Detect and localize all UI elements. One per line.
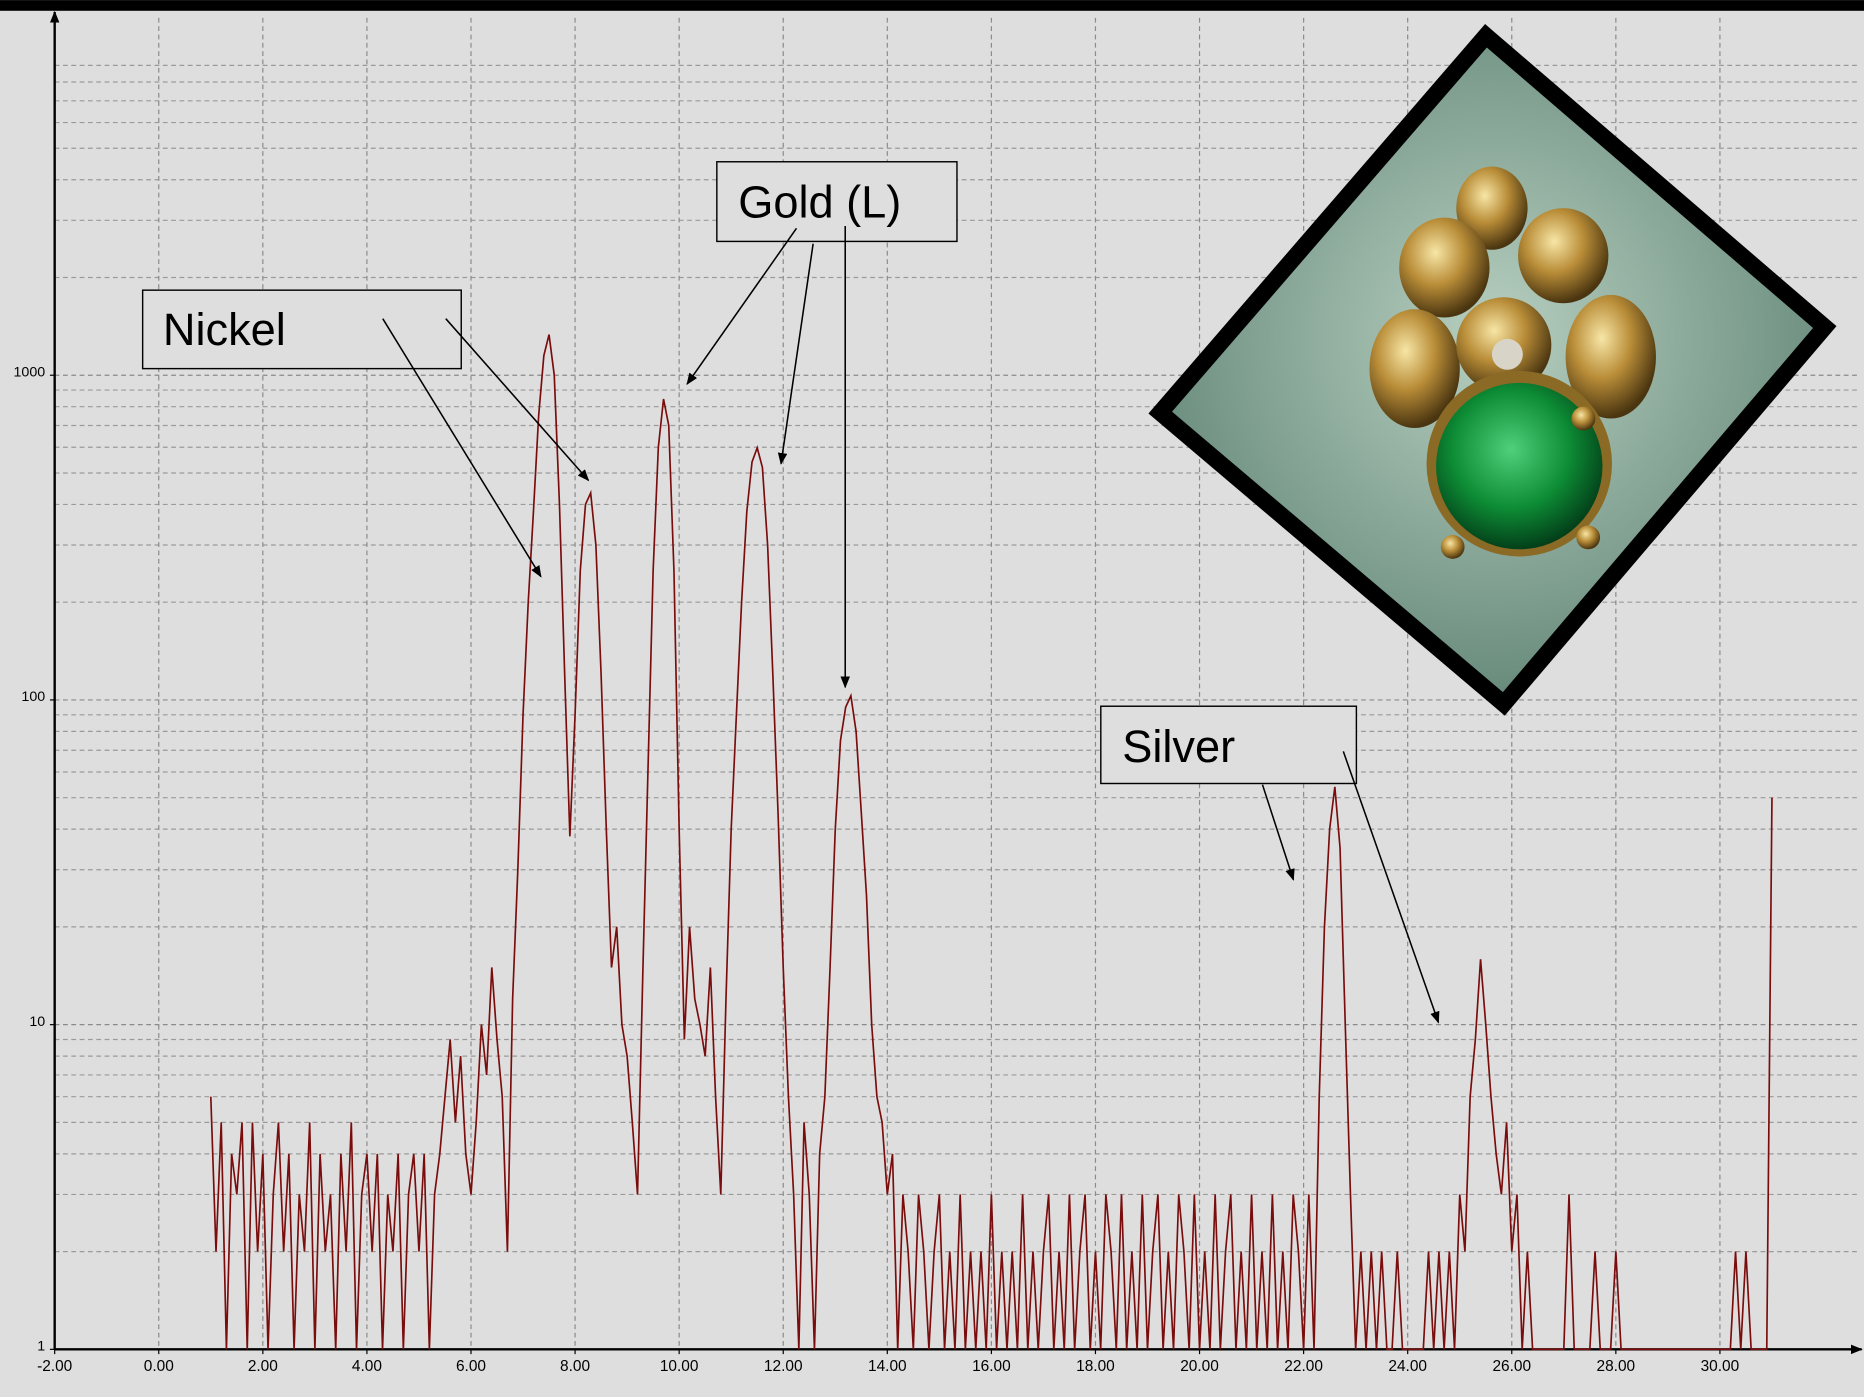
annotation-label: Silver: [1122, 721, 1235, 772]
sample-photo: [1148, 24, 1837, 716]
x-tick-label: 8.00: [560, 1358, 590, 1375]
x-tick-label: 6.00: [456, 1358, 486, 1375]
x-tick-label: 20.00: [1180, 1358, 1219, 1375]
annotation-label: Gold (L): [738, 177, 901, 228]
x-tick-label: 14.00: [868, 1358, 907, 1375]
annotation-arrow: [445, 318, 590, 482]
x-tick-label: 2.00: [248, 1358, 278, 1375]
annotation-box: [716, 161, 958, 243]
x-tick-label: 18.00: [1076, 1358, 1115, 1375]
x-tick-label: 12.00: [764, 1358, 803, 1375]
annotations: Nickel Gold (L) Silver: [141, 161, 1440, 1024]
y-tick-label: 10: [29, 1014, 45, 1030]
plot-area: 1 10 100 1000 -2.00 0.00 2.00 4.00 6.00 8.00 10.00…: [13, 10, 1863, 1375]
annotation-box: [1100, 705, 1358, 785]
annotation-arrow: [382, 318, 542, 578]
annotation-arrow: [777, 243, 814, 465]
x-tick-label: 26.00: [1492, 1358, 1531, 1375]
annotation-arrow: [1342, 751, 1440, 1024]
x-tick-label: 24.00: [1388, 1358, 1427, 1375]
y-tick-label: 1: [37, 1339, 45, 1355]
spectrum-line: [209, 334, 1773, 1351]
x-tick-label: 30.00: [1701, 1358, 1740, 1375]
y-tick-label: 1000: [13, 364, 45, 380]
x-tick-label: 4.00: [352, 1358, 382, 1375]
annotation-label: Nickel: [163, 304, 286, 355]
x-tick-label: 0.00: [144, 1358, 174, 1375]
x-tick-label: 10.00: [660, 1358, 699, 1375]
annotation-arrow: [686, 227, 798, 386]
annotation-box: [141, 289, 462, 370]
x-tick-label: -2.00: [37, 1358, 72, 1375]
top-bar: [0, 0, 1864, 11]
x-tick-label: 22.00: [1284, 1358, 1323, 1375]
y-tick-label: 100: [21, 689, 45, 705]
x-tick-label: 16.00: [972, 1358, 1011, 1375]
x-tick-label: 28.00: [1597, 1358, 1636, 1375]
annotation-arrow: [1261, 784, 1295, 881]
